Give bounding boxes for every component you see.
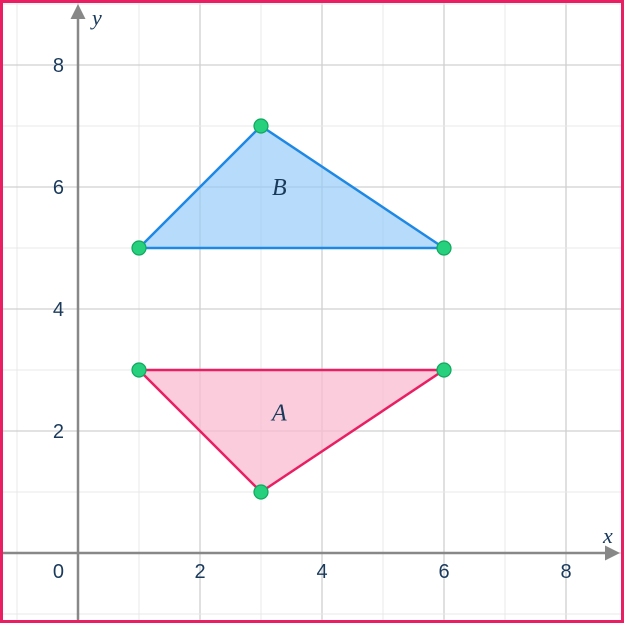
origin-label: 0 xyxy=(53,561,64,583)
x-tick-label: 6 xyxy=(438,561,449,583)
vertex-marker xyxy=(132,241,146,255)
y-tick-label: 8 xyxy=(53,55,64,77)
y-tick-label: 6 xyxy=(53,177,64,199)
coordinate-plane: 2 4 6 8 2 4 6 8 0 x y A B xyxy=(3,3,621,620)
vertex-marker xyxy=(132,363,146,377)
y-tick-label: 4 xyxy=(53,299,64,321)
x-tick-label: 4 xyxy=(316,561,327,583)
vertex-marker xyxy=(254,119,268,133)
y-axis-label: y xyxy=(90,5,102,30)
y-tick-label: 2 xyxy=(53,421,64,443)
vertex-marker xyxy=(437,241,451,255)
x-tick-label: 2 xyxy=(194,561,205,583)
triangle-A-label: A xyxy=(270,401,287,427)
x-tick-label: 8 xyxy=(560,561,571,583)
triangle-B-label: B xyxy=(272,175,287,201)
vertex-marker xyxy=(254,485,268,499)
x-axis-label: x xyxy=(602,523,613,548)
chart-frame: 2 4 6 8 2 4 6 8 0 x y A B xyxy=(0,0,624,623)
vertex-marker xyxy=(437,363,451,377)
